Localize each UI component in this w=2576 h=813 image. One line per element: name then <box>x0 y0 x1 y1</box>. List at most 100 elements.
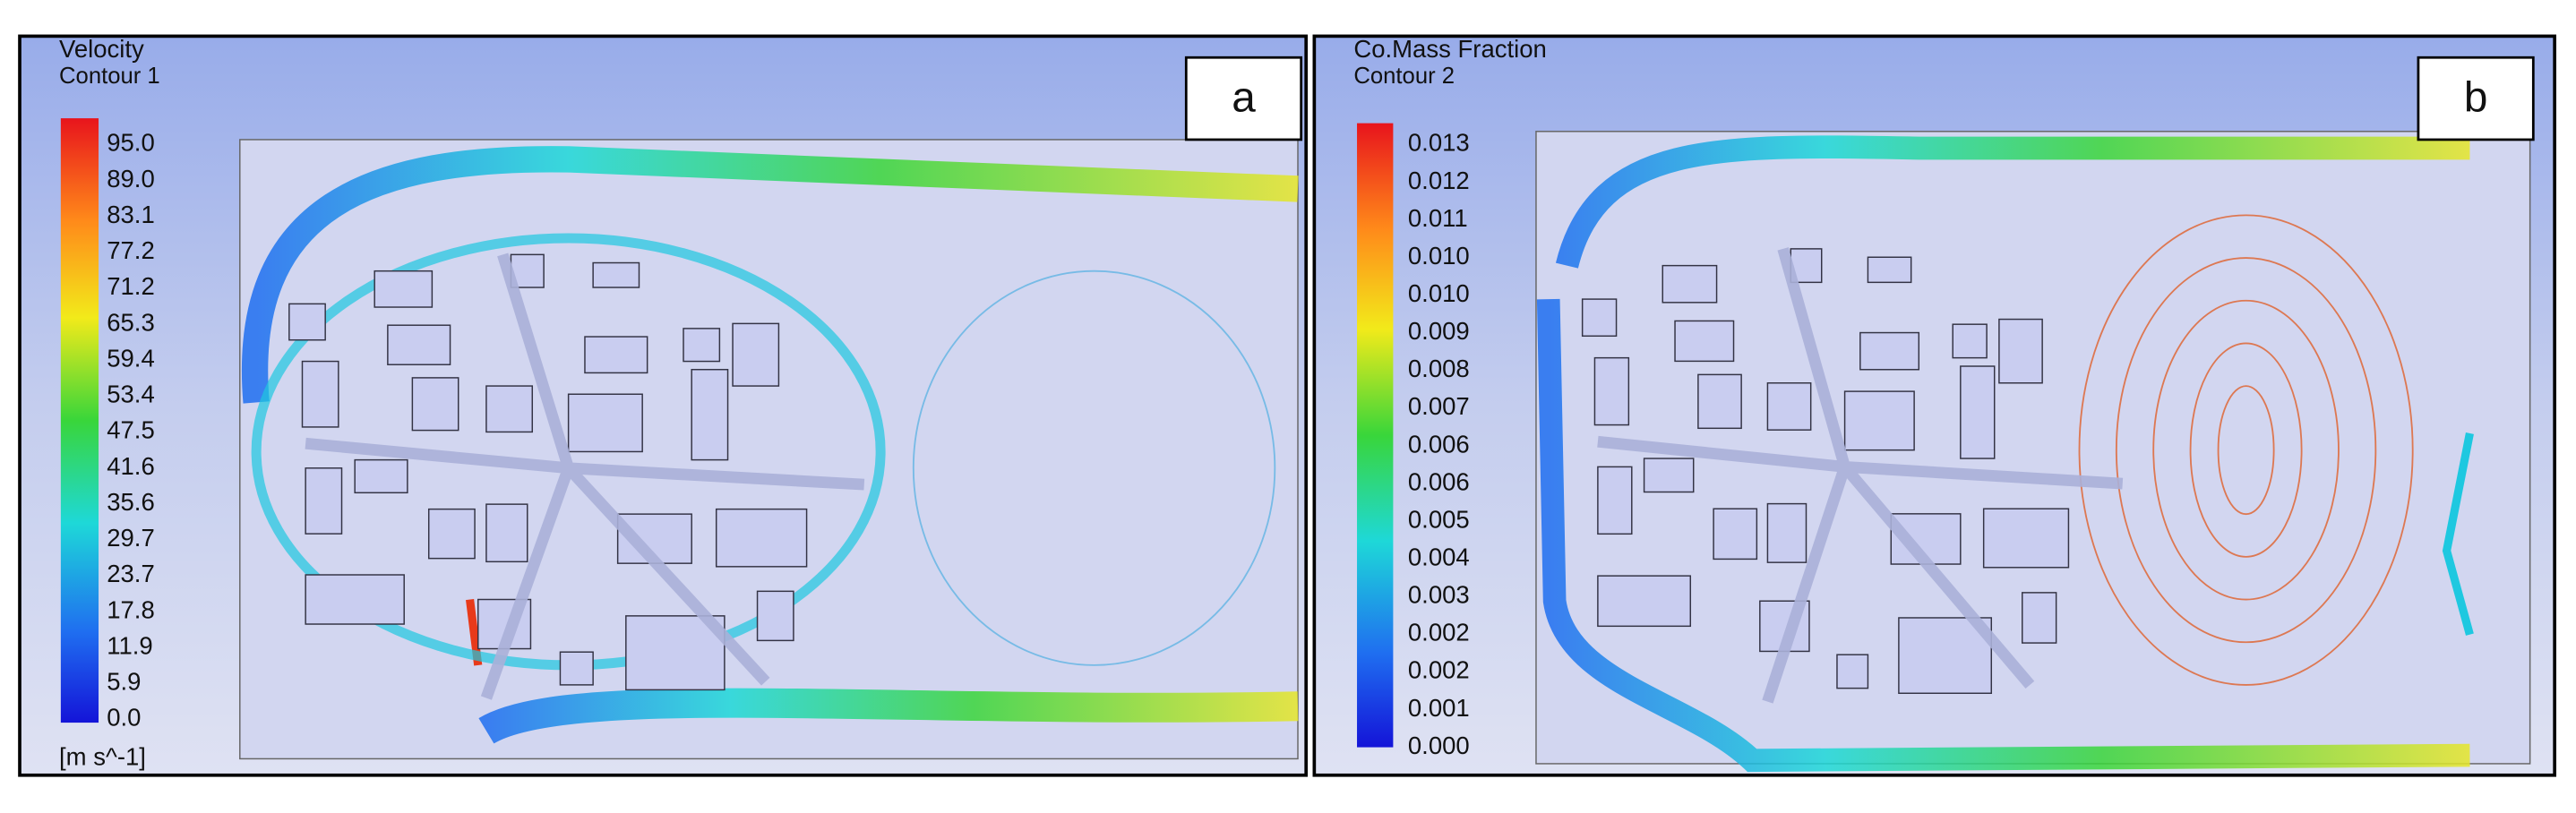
building <box>1581 298 1618 338</box>
scale-label: 95.0 <box>107 129 155 157</box>
contour-line <box>2217 385 2275 516</box>
velocity-jet <box>242 146 1299 404</box>
scale-label: 71.2 <box>107 272 155 300</box>
scale-label: 5.9 <box>107 668 141 696</box>
scale-label: 89.0 <box>107 165 155 193</box>
contour-line <box>2189 342 2303 558</box>
scale-label: 0.006 <box>1408 467 1470 495</box>
scale-label: 0.007 <box>1408 392 1470 420</box>
building <box>354 458 408 494</box>
variable-title: Velocity <box>59 35 144 63</box>
building <box>1713 508 1758 561</box>
building <box>1597 466 1633 535</box>
building <box>1843 390 1915 451</box>
building <box>1867 256 1912 284</box>
contour-line <box>2078 214 2414 686</box>
street <box>1597 247 2124 704</box>
building <box>683 328 721 363</box>
building <box>485 503 528 563</box>
building <box>2022 592 2057 644</box>
building <box>1836 654 1869 689</box>
scale-label: 0.003 <box>1408 581 1470 609</box>
scale-label: 47.5 <box>107 416 155 444</box>
scale-label: 35.6 <box>107 488 155 516</box>
building <box>691 368 729 461</box>
building <box>559 651 594 686</box>
scale-label: 41.6 <box>107 452 155 480</box>
scale-label: 0.0 <box>107 704 141 732</box>
building <box>584 336 648 374</box>
building <box>567 393 643 453</box>
building <box>592 261 640 288</box>
building <box>715 508 808 568</box>
color-scale <box>1357 123 1394 748</box>
building <box>1766 382 1812 431</box>
scale-label: 59.4 <box>107 344 155 372</box>
building <box>374 270 434 308</box>
building <box>305 574 405 625</box>
building <box>1643 458 1695 493</box>
wake <box>912 270 1276 666</box>
contour-line <box>2152 299 2340 601</box>
panel-letter: b <box>2464 74 2488 122</box>
building <box>288 303 326 341</box>
building <box>1982 508 2070 569</box>
scale-label: 0.000 <box>1408 732 1470 759</box>
building <box>1597 575 1692 628</box>
building <box>305 467 343 535</box>
panel-letter: a <box>1232 74 1256 122</box>
scale-label: 0.011 <box>1408 204 1468 232</box>
scale-label: 0.010 <box>1408 242 1470 270</box>
scale-label: 0.012 <box>1408 167 1470 194</box>
scale-label: 11.9 <box>107 631 152 659</box>
scale-label: 0.004 <box>1408 543 1470 571</box>
building <box>1662 264 1718 304</box>
unit-label: [m s^-1] <box>59 743 146 771</box>
scale-label: 0.013 <box>1408 129 1470 157</box>
building <box>1766 502 1807 563</box>
panel-letter-box <box>2417 56 2535 141</box>
building <box>427 508 476 560</box>
building <box>1697 373 1742 430</box>
building <box>1674 320 1735 363</box>
contour-title: Contour 1 <box>59 64 160 89</box>
building <box>485 385 534 433</box>
scale-label: 0.008 <box>1408 355 1470 382</box>
building <box>411 377 459 432</box>
building <box>732 322 780 387</box>
scale-label: 0.010 <box>1408 279 1470 307</box>
scale-label: 77.2 <box>107 236 155 264</box>
building <box>1593 356 1630 426</box>
scale-label: 0.001 <box>1408 694 1470 722</box>
outlet-band <box>2442 432 2474 636</box>
building <box>1960 365 1996 459</box>
building <box>387 324 451 365</box>
building <box>1952 323 1988 359</box>
building <box>1898 617 1993 694</box>
color-scale <box>60 118 99 723</box>
contour-line <box>2115 257 2377 644</box>
building <box>1998 318 2043 384</box>
building <box>625 615 726 691</box>
scale-label: 0.009 <box>1408 317 1470 345</box>
scale-label: 0.002 <box>1408 619 1470 646</box>
scale-label: 17.8 <box>107 595 155 623</box>
building <box>301 360 339 428</box>
scale-label: 23.7 <box>107 560 155 587</box>
scale-label: 53.4 <box>107 381 155 408</box>
street <box>305 252 865 700</box>
scale-label: 0.002 <box>1408 656 1470 684</box>
panel-letter-box <box>1184 56 1303 141</box>
scale-label: 29.7 <box>107 524 155 552</box>
contour-title: Contour 2 <box>1353 64 1455 89</box>
building <box>1859 331 1920 371</box>
concentration-band <box>1536 135 2470 773</box>
building <box>756 590 794 642</box>
velocity-jet <box>478 688 1299 744</box>
variable-title: Co.Mass Fraction <box>1353 35 1546 63</box>
scale-label: 0.006 <box>1408 430 1470 458</box>
